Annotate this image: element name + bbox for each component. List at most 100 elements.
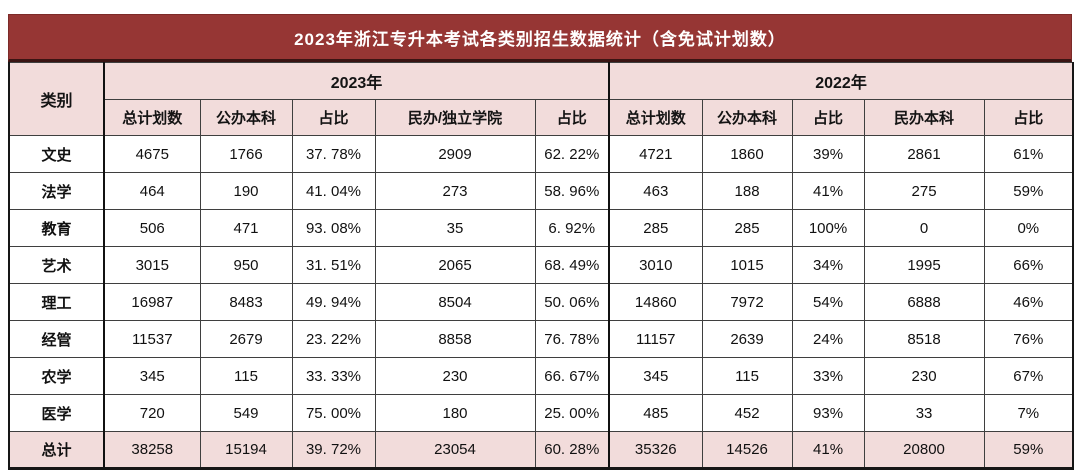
column-header: 总计划数 [608,99,703,136]
table-row: 法学 464 190 41. 04% 273 58. 96% 463 188 41% 275 59% [8,172,1074,210]
table-cell: 8483 [199,283,293,321]
table-cell: 230 [374,357,536,395]
row-category: 医学 [8,394,105,432]
table-cell: 463 [608,172,703,210]
table-cell: 59% [983,431,1074,469]
table-cell: 0 [863,209,985,247]
statistics-card: 2023年浙江专升本考试各类别招生数据统计（含免试计划数） 类别 2023年 2… [8,14,1075,470]
table-cell: 2909 [374,135,536,173]
table-cell: 54% [791,283,865,321]
table-cell: 11157 [608,320,703,358]
table-cell: 275 [863,172,985,210]
column-header: 占比 [983,99,1074,136]
table-cell: 41. 04% [291,172,376,210]
column-header: 占比 [791,99,865,136]
table-cell: 8518 [863,320,985,358]
column-group-2022: 2022年 [608,62,1074,100]
table-cell: 6. 92% [534,209,611,247]
table-cell: 38258 [103,431,201,469]
table-cell: 49. 94% [291,283,376,321]
table-cell: 7972 [701,283,793,321]
row-category: 艺术 [8,246,105,284]
table-cell: 1766 [199,135,293,173]
table-cell: 506 [103,209,201,247]
table-cell: 41% [791,172,865,210]
table-cell: 345 [608,357,703,395]
table-cell: 720 [103,394,201,432]
table-cell: 75. 00% [291,394,376,432]
table-cell: 24% [791,320,865,358]
table-row: 理工 16987 8483 49. 94% 8504 50. 06% 14860 7972 54… [8,283,1074,321]
table-row: 艺术 3015 950 31. 51% 2065 68. 49% 3010 1015 34% 19… [8,246,1074,284]
column-header: 占比 [291,99,376,136]
table-cell: 11537 [103,320,201,358]
table-cell: 115 [701,357,793,395]
table-cell: 25. 00% [534,394,611,432]
table-cell: 1860 [701,135,793,173]
table-cell: 62. 22% [534,135,611,173]
table-title: 2023年浙江专升本考试各类别招生数据统计（含免试计划数） [8,14,1072,62]
table-cell: 273 [374,172,536,210]
table-cell: 8504 [374,283,536,321]
table-cell: 345 [103,357,201,395]
table-cell: 31. 51% [291,246,376,284]
table-cell: 2679 [199,320,293,358]
table-cell: 34% [791,246,865,284]
table-cell: 93% [791,394,865,432]
table-cell: 2065 [374,246,536,284]
table-cell: 33. 33% [291,357,376,395]
table-cell: 16987 [103,283,201,321]
table-cell: 452 [701,394,793,432]
table-cell: 66. 67% [534,357,611,395]
table-cell: 61% [983,135,1074,173]
table-cell: 14860 [608,283,703,321]
row-category: 经管 [8,320,105,358]
table-cell: 3010 [608,246,703,284]
table-cell: 58. 96% [534,172,611,210]
table-cell: 6888 [863,283,985,321]
table-cell: 471 [199,209,293,247]
column-group-2023: 2023年 [103,62,611,100]
column-header: 公办本科 [701,99,793,136]
table-cell: 188 [701,172,793,210]
table-cell: 20800 [863,431,985,469]
table-row: 医学 720 549 75. 00% 180 25. 00% 485 452 93% 33 7% [8,394,1074,432]
enrollment-data-table: 类别 2023年 2022年 总计划数 公办本科 占比 民办/独立学院 占比 总计划数 公办… [8,62,1075,470]
table-cell: 464 [103,172,201,210]
table-cell: 66% [983,246,1074,284]
table-row: 文史 4675 1766 37. 78% 2909 62. 22% 4721 1860 39% 2… [8,135,1074,173]
row-category: 法学 [8,172,105,210]
table-cell: 230 [863,357,985,395]
table-cell: 7% [983,394,1074,432]
table-cell: 15194 [199,431,293,469]
table-cell: 41% [791,431,865,469]
row-category: 农学 [8,357,105,395]
table-cell: 93. 08% [291,209,376,247]
row-category: 总计 [8,431,105,469]
table-cell: 76. 78% [534,320,611,358]
table-cell: 285 [701,209,793,247]
table-cell: 33% [791,357,865,395]
table-cell: 4721 [608,135,703,173]
table-cell: 2639 [701,320,793,358]
row-category: 文史 [8,135,105,173]
table-cell: 190 [199,172,293,210]
table-cell: 35 [374,209,536,247]
table-cell: 59% [983,172,1074,210]
table-cell: 50. 06% [534,283,611,321]
table-cell: 180 [374,394,536,432]
column-header: 占比 [534,99,611,136]
table-row: 经管 11537 2679 23. 22% 8858 76. 78% 11157 2639 24… [8,320,1074,358]
table-cell: 23. 22% [291,320,376,358]
table-cell: 950 [199,246,293,284]
table-row: 农学 345 115 33. 33% 230 66. 67% 345 115 33% 230 67% [8,357,1074,395]
table-cell: 4675 [103,135,201,173]
column-header: 民办/独立学院 [374,99,536,136]
table-cell: 60. 28% [534,431,611,469]
table-cell: 100% [791,209,865,247]
table-cell: 485 [608,394,703,432]
table-cell: 3015 [103,246,201,284]
table-cell: 115 [199,357,293,395]
table-cell: 285 [608,209,703,247]
table-cell: 549 [199,394,293,432]
